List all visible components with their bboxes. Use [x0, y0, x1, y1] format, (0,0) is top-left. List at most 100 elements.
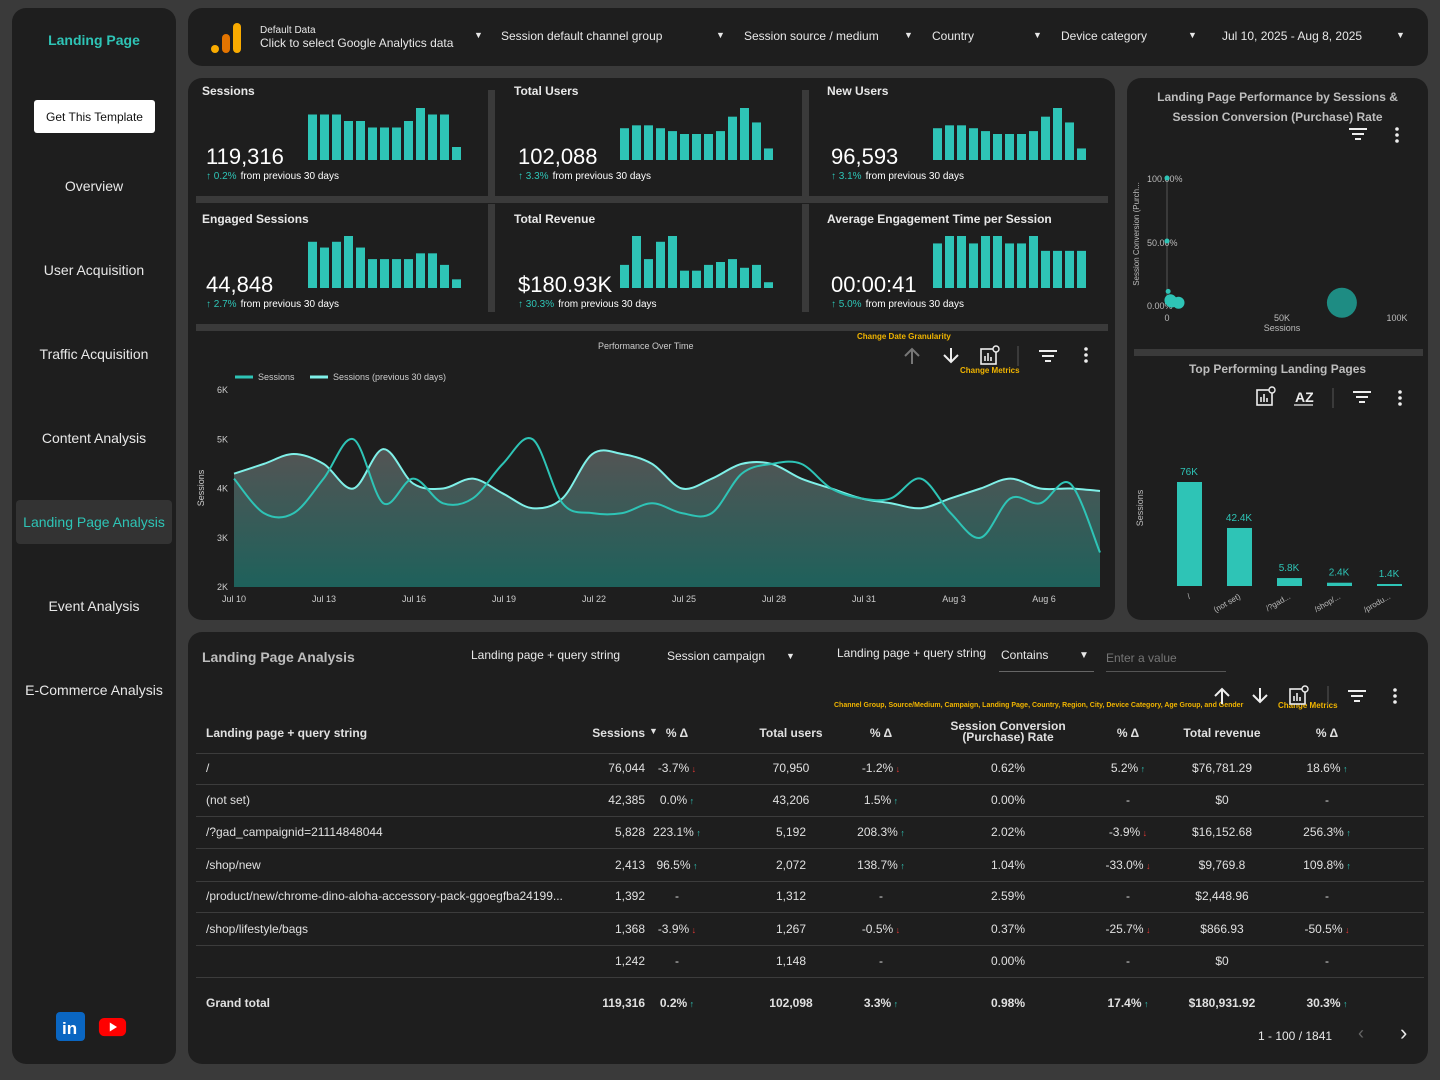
x-tick-label: Jul 16 [402, 594, 426, 604]
cell-value: $180,931.92 [1188, 996, 1256, 1010]
drill-down-icon[interactable] [1252, 688, 1268, 704]
chevron-down-icon[interactable]: ▼ [474, 30, 483, 40]
table-cell: $9,769.8 [1172, 858, 1272, 872]
cell-value: 0.98% [990, 996, 1026, 1010]
source-medium-filter[interactable]: Session source / medium [744, 29, 879, 43]
youtube-icon[interactable] [98, 1012, 127, 1041]
prev-page-icon[interactable]: ‹ [1358, 1023, 1364, 1043]
kpi-bar [320, 247, 329, 288]
drill-up-icon[interactable] [904, 347, 920, 364]
top-pages-title: Top Performing Landing Pages [1188, 362, 1367, 376]
nav-item-e-commerce-analysis[interactable]: E-Commerce Analysis [25, 682, 163, 698]
cell-value: /?gad_campaignid=21114848044 [206, 825, 383, 839]
divider [802, 90, 809, 198]
top-pages-toolbar: AZ [1256, 386, 1402, 408]
scatter-point [1172, 296, 1185, 309]
filter-icon[interactable] [1349, 128, 1367, 140]
bar-value-label: 42.4K [1226, 513, 1252, 524]
nav-item-content-analysis[interactable]: Content Analysis [41, 430, 147, 446]
column-header[interactable]: Session Conversion (Purchase) Rate [950, 719, 1066, 744]
row-divider [196, 912, 1424, 913]
filter-icon[interactable] [1353, 391, 1371, 403]
linkedin-icon[interactable]: in [56, 1012, 85, 1041]
nav-item-overview[interactable]: Overview [64, 178, 124, 194]
table-cell: -3.7% ↓ [647, 761, 707, 775]
next-page-icon[interactable]: › [1400, 1020, 1408, 1045]
kpi-bar [440, 264, 449, 288]
kpi-bar [404, 121, 413, 160]
campaign-selector[interactable]: Session campaign [667, 649, 766, 663]
delta-suffix: from previous 30 days [865, 299, 964, 310]
delta-up-icon: ↑ [1141, 999, 1149, 1009]
chevron-down-icon[interactable]: ▼ [904, 30, 913, 40]
nav-item-user-acquisition[interactable]: User Acquisition [43, 262, 145, 278]
cell-value: -25.7% [1105, 922, 1144, 936]
nav-item-event-analysis[interactable]: Event Analysis [48, 598, 140, 614]
table-cell: 43,206 [751, 793, 831, 807]
column-header[interactable]: Total users [759, 726, 823, 740]
more-options-icon[interactable] [1395, 127, 1399, 143]
cell-value: 30.3% [1306, 996, 1341, 1010]
kpi-bar [440, 114, 449, 160]
more-options-icon[interactable] [1398, 390, 1402, 406]
dimension-selector[interactable]: Landing page + query string [471, 648, 621, 662]
sort-az-icon[interactable]: AZ [1294, 389, 1314, 406]
chevron-down-icon[interactable]: ▼ [716, 30, 725, 40]
chevron-down-icon[interactable]: ▼ [1396, 30, 1405, 40]
change-metrics-icon[interactable] [1256, 386, 1276, 406]
kpi-value: 102,088 [518, 144, 598, 169]
channel-group-filter[interactable]: Session default channel group [501, 29, 663, 43]
column-header[interactable]: % Δ [1116, 726, 1140, 740]
column-header[interactable]: Total revenue [1183, 726, 1261, 740]
drill-down-icon[interactable] [943, 348, 959, 364]
table-cell: $866.93 [1172, 922, 1272, 936]
kpi-bar [428, 253, 437, 288]
delta-suffix: from previous 30 days [240, 171, 339, 182]
nav-item-landing-page-analysis[interactable]: Landing Page Analysis [16, 500, 172, 544]
column-header[interactable]: % Δ [665, 726, 689, 740]
chevron-down-icon[interactable]: ▼ [1188, 30, 1197, 40]
chevron-down-icon[interactable]: ▼ [1033, 30, 1042, 40]
table-cell: - [647, 954, 707, 968]
column-header[interactable]: % Δ [869, 726, 893, 740]
more-options-icon[interactable] [1393, 688, 1397, 704]
column-header[interactable]: Landing page + query string [206, 726, 368, 740]
cell-value: $2,448.96 [1195, 889, 1249, 903]
sort-desc-icon[interactable]: ▼ [649, 726, 658, 736]
column-header[interactable]: Sessions [592, 726, 645, 740]
delta-up-icon: ↑ [687, 999, 695, 1009]
kpi-bar [416, 253, 425, 288]
delta-up-icon: ↑ [891, 796, 899, 806]
date-range-picker[interactable]: Jul 10, 2025 - Aug 8, 2025 [1222, 29, 1363, 43]
kpi-bar [1041, 250, 1050, 288]
country-filter[interactable]: Country [932, 29, 975, 43]
filter-operator-select[interactable]: Contains ▼ [999, 642, 1094, 672]
get-template-button[interactable]: Get This Template [34, 100, 155, 133]
more-options-icon[interactable] [1084, 347, 1088, 363]
column-header[interactable]: % Δ [1315, 726, 1339, 740]
device-category-filter[interactable]: Device category [1061, 29, 1148, 43]
filter-icon[interactable] [1348, 690, 1366, 702]
kpi-card: Total Users 102,088 ↑ 3.3% from previous 30… [500, 78, 792, 191]
delta-up-icon: ↑ [693, 828, 701, 838]
change-metrics-icon[interactable] [980, 345, 1000, 365]
cell-value: 119,316 [602, 996, 645, 1010]
kpi-bar [668, 236, 677, 288]
drill-up-icon[interactable] [1214, 687, 1230, 704]
x-tick-label: Jul 22 [582, 594, 606, 604]
x-tick-label: Aug 3 [942, 594, 966, 604]
change-metrics-icon[interactable] [1289, 685, 1309, 705]
x-axis-label: Sessions [1264, 323, 1301, 333]
google-analytics-logo-icon [211, 23, 241, 53]
category-label: /shop/... [1313, 592, 1342, 614]
cell-value: 2,072 [775, 858, 807, 872]
filter-icon[interactable] [1039, 350, 1057, 362]
delta-suffix: from previous 30 days [552, 171, 651, 182]
nav-item-traffic-acquisition[interactable]: Traffic Acquisition [39, 346, 149, 362]
x-tick-label: Jul 19 [492, 594, 516, 604]
chevron-down-icon[interactable]: ▼ [786, 651, 795, 661]
performance-chart-toolbar [904, 345, 1088, 366]
bar [1327, 582, 1352, 586]
filter-value-input[interactable] [1106, 644, 1226, 672]
datasource-selector[interactable]: Click to select Google Analytics data [260, 36, 454, 50]
